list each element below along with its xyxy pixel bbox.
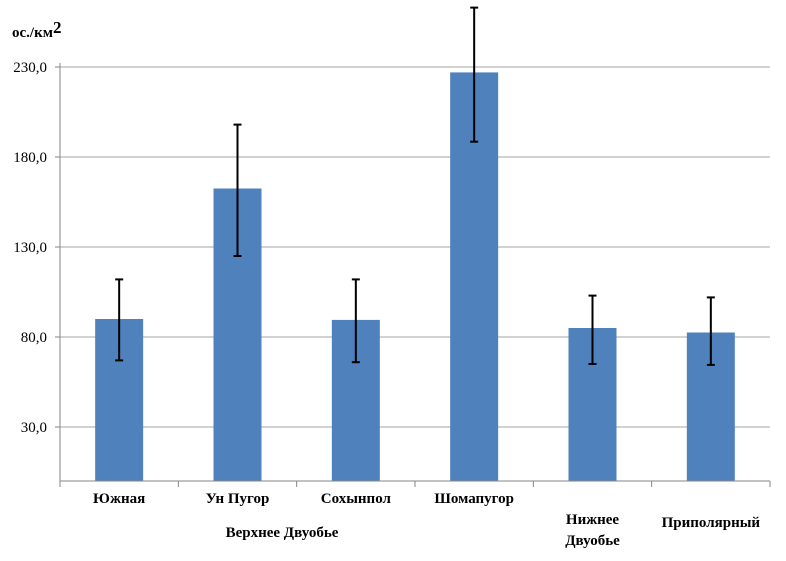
x-category-label: Шомапугор — [434, 491, 514, 507]
error-bars — [115, 6, 715, 366]
x-category-label: Приполярный — [662, 515, 761, 531]
y-tick-labels: 30,0 80,0 130,0 180,0 230,0 — [13, 60, 47, 436]
x-category-label: Сохынпол — [321, 491, 392, 507]
bars — [95, 72, 735, 482]
axes — [59, 63, 771, 487]
y-unit-label: ос./км2 — [12, 18, 61, 41]
x-category-labels: Южная Ун Пугор Сохынпол Шомапугор Нижнее Двуо… — [93, 491, 760, 549]
y-tick-label: 130,0 — [13, 240, 47, 256]
x-category-label: Ун Пугор — [206, 491, 270, 507]
x-category-label: Нижнее — [566, 512, 619, 528]
y-tick-label: 230,0 — [13, 60, 47, 76]
x-category-label: Двуобье — [565, 533, 620, 549]
y-tick-label: 30,0 — [21, 420, 47, 436]
y-tick-label: 80,0 — [21, 330, 47, 346]
gridlines — [55, 66, 770, 428]
y-tick-label: 180,0 — [13, 150, 47, 166]
x-category-label: Южная — [93, 491, 145, 507]
group-label: Верхнее Двуобье — [226, 525, 339, 541]
